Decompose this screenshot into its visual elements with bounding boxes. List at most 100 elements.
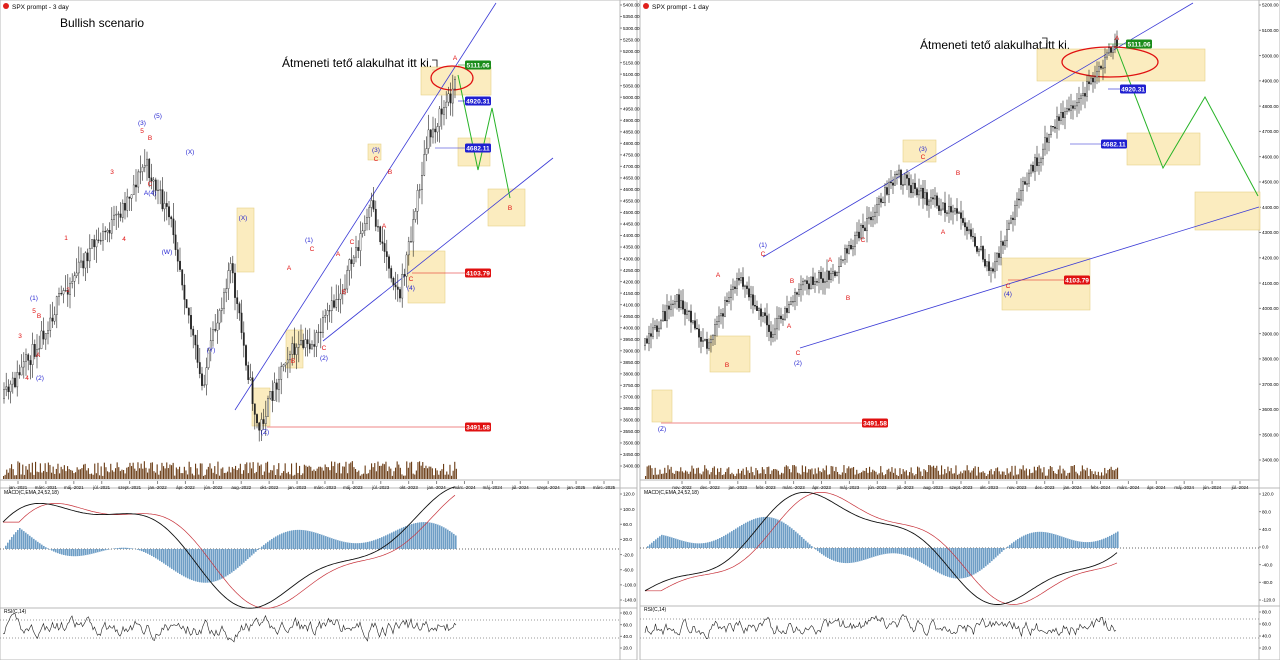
price-tick-label: 20.0 [623,537,632,542]
volume-bar [105,467,106,479]
candle-body [1066,109,1067,112]
volume-bar [687,472,688,479]
volume-bar [696,468,697,479]
candle-body [162,190,163,209]
volume-bar [920,471,921,479]
candle-body [1086,82,1087,96]
macd-histogram-bar [1067,538,1069,548]
candle-body [43,331,44,339]
volume-bar [848,466,849,479]
candle-body [336,300,337,308]
candle-body [854,235,855,246]
macd-histogram-bar [1047,533,1049,548]
volume-bar [381,466,382,479]
date-tick-label: máj.-2023 [840,485,860,490]
volume-bar [771,471,772,479]
volume-bar [1032,473,1033,479]
candle-body [774,329,775,335]
volume-bar [1072,466,1073,479]
volume-bar [824,470,825,479]
macd-histogram-bar [867,548,869,559]
price-tick-label: -100.0 [623,583,636,588]
candle-body [886,187,887,194]
volume-bar [141,464,142,479]
macd-histogram-bar [35,540,37,549]
candle-body [808,284,809,289]
macd-histogram-bar [895,548,897,553]
macd-histogram-bar [693,543,695,548]
macd-histogram-bar [171,549,173,569]
candle-body [197,345,198,362]
right-symbol-label: SPX prompt - 1 day [652,4,709,11]
volume-bar [943,474,944,479]
macd-histogram-bar [861,548,863,561]
macd-histogram-bar [851,548,853,563]
candle-body [1068,109,1069,111]
volume-bar [246,462,247,479]
macd-histogram-bar [829,548,831,559]
wave-label: (Z) [658,426,666,433]
volume-bar [277,469,278,479]
candle-body [395,285,396,287]
wave-label: C [761,251,766,258]
volume-bar [760,473,761,479]
volume-bar [789,469,790,479]
volume-bar [209,463,210,479]
volume-bar [821,472,822,479]
macd-histogram-bar [363,543,365,549]
candle-body [832,272,833,274]
volume-bar [326,467,327,479]
volume-bar [973,468,974,479]
macd-histogram-bar [347,543,349,549]
wave-label: C [350,239,355,246]
candle-body [1016,199,1017,206]
wave-label: B [291,358,295,365]
macd-histogram-bar [399,529,401,549]
volume-bar [368,473,369,479]
candle-body [217,323,218,330]
macd-histogram-bar [807,543,809,548]
candle-body [443,108,444,115]
wave-label: B [790,278,794,285]
volume-bar [965,471,966,479]
date-tick-label: jún.-2023 [867,485,887,490]
macd-histogram-bar [1117,532,1119,548]
macd-histogram-bar [139,549,141,550]
candle-body [740,277,741,280]
volume-bar [294,475,295,479]
macd-histogram-bar [1083,542,1085,548]
candle-body [248,365,249,379]
wave-label: B [148,135,152,142]
volume-bar [377,462,378,479]
candle-body [311,344,312,349]
candle-body [864,228,865,231]
macd-histogram-bar [1105,538,1107,548]
candle-body [866,218,867,231]
macd-histogram-bar [823,548,825,555]
volume-bar [75,472,76,479]
volume-bar [1075,472,1076,479]
candle-body [728,298,729,302]
macd-histogram-bar [447,530,449,549]
volume-bar [767,467,768,479]
price-tick-label: 5250.00 [623,37,640,42]
volume-bar [453,471,454,479]
volume-bar [984,473,985,479]
candle-body [696,328,697,329]
macd-histogram-bar [245,549,247,561]
volume-bar [249,463,250,479]
price-tick-label: 4500.00 [1262,180,1279,185]
left-annotation: Átmeneti tető alakulhat itt ki. [282,55,432,70]
volume-bar [899,468,900,479]
candle-body [294,344,295,355]
macd-histogram-bar [425,522,427,549]
volume-bar [999,471,1000,479]
macd-histogram-bar [247,549,249,559]
macd-histogram-bar [17,530,19,549]
macd-histogram-bar [411,524,413,549]
candle-body [76,273,77,276]
candle-body [428,130,429,149]
candle-body [421,175,422,189]
volume-bar [807,473,808,479]
